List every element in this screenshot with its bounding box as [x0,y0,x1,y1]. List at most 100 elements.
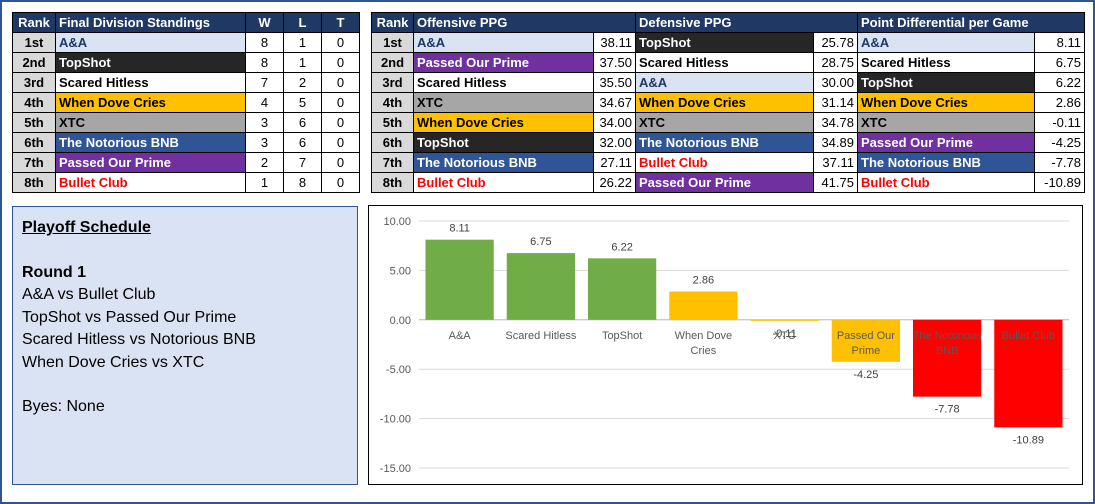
offensive-ppg-cell: 34.00 [593,112,636,133]
team-cell: When Dove Cries [55,92,246,113]
y-tick-label: -5.00 [386,364,411,376]
defensive-team-cell: Scared Hitless [635,52,814,73]
team-cell: Bullet Club [55,172,246,193]
differential-team-cell: Bullet Club [857,172,1035,193]
category-label: When Dove [675,330,732,342]
data-label: -10.89 [1013,434,1044,446]
playoff-schedule-title: Playoff Schedule [22,219,151,236]
rank-cell: 7th [12,152,56,173]
defensive-ppg-cell: 30.00 [813,72,858,93]
wins-cell: 3 [245,112,284,133]
differential-team-cell: Scared Hitless [857,52,1035,73]
team-cell: Scared Hitless [55,72,246,93]
defensive-team-cell: TopShot [635,32,814,53]
standings-header-team: Final Division Standings [55,12,246,33]
matchup: When Dove Cries vs XTC [22,353,205,371]
bar [994,319,1063,428]
offensive-team-cell: The Notorious BNB [413,152,594,173]
standings-row: 6th The Notorious BNB 3 6 0 [12,132,360,153]
defensive-team-cell: Bullet Club [635,152,814,173]
stats-row: 4th XTC 34.67 When Dove Cries 31.14 When Dove… [371,92,1085,113]
team-cell: Passed Our Prime [55,152,246,173]
category-label: Passed Our [837,330,895,342]
y-tick-label: 0.00 [390,315,411,327]
team-cell: A&A [55,32,246,53]
rank-cell: 4th [12,92,56,113]
offensive-ppg-cell: 26.22 [593,172,636,193]
differential-team-cell: TopShot [857,72,1035,93]
y-tick-label: -10.00 [380,414,411,426]
bar [588,258,657,320]
differential-team-cell: A&A [857,32,1035,53]
standings-table: Rank Final Division Standings W L T 1st A… [12,12,360,193]
data-label: -4.25 [853,369,878,381]
category-label: The Notorious [913,330,983,342]
ties-cell: 0 [321,152,360,173]
defensive-ppg-cell: 41.75 [813,172,858,193]
playoff-schedule-panel: Playoff Schedule Round 1 A&A vs Bullet C… [12,206,358,485]
wins-cell: 2 [245,152,284,173]
ties-cell: 0 [321,132,360,153]
round-label: Round 1 [22,263,86,281]
category-label: Scared Hitless [505,330,576,342]
data-label: 8.11 [449,223,470,235]
bar [913,319,982,397]
offensive-team-cell: Bullet Club [413,172,594,193]
matchup: Scared Hitless vs Notorious BNB [22,331,256,348]
defensive-team-cell: A&A [635,72,814,93]
defensive-team-cell: XTC [635,112,814,133]
differential-value-cell: 6.22 [1034,72,1085,93]
team-cell: XTC [55,112,246,133]
standings-header-losses: L [283,12,322,33]
differential-team-cell: When Dove Cries [857,92,1035,113]
stats-row: 6th TopShot 32.00 The Notorious BNB 34.89 Pas… [371,132,1085,153]
category-label: Cries [691,345,717,357]
defensive-team-cell: When Dove Cries [635,92,814,113]
rank-cell: 7th [371,152,414,173]
differential-value-cell: -0.11 [1034,112,1085,133]
standings-row: 2nd TopShot 8 1 0 [12,52,360,73]
data-label: 6.75 [530,236,551,248]
team-cell: TopShot [55,52,246,73]
differential-value-cell: 8.11 [1034,32,1085,53]
bar [669,291,738,320]
standings-row: 7th Passed Our Prime 2 7 0 [12,152,360,173]
offensive-ppg-cell: 35.50 [593,72,636,93]
rank-cell: 3rd [371,72,414,93]
stats-row: 8th Bullet Club 26.22 Passed Our Prime 41.75… [371,172,1085,193]
bar [425,239,494,320]
rank-cell: 2nd [12,52,56,73]
offensive-team-cell: TopShot [413,132,594,153]
offensive-ppg-cell: 27.11 [593,152,636,173]
category-label: Bullet Club [1002,330,1055,342]
rank-cell: 6th [371,132,414,153]
ties-cell: 0 [321,112,360,133]
losses-cell: 6 [283,112,322,133]
offensive-ppg-cell: 37.50 [593,52,636,73]
wins-cell: 7 [245,72,284,93]
standings-row: 1st A&A 8 1 0 [12,32,360,53]
stats-header-defensive: Defensive PPG [635,12,858,33]
y-tick-label: -15.00 [380,463,411,475]
differential-team-cell: XTC [857,112,1035,133]
standings-row: 4th When Dove Cries 4 5 0 [12,92,360,113]
standings-row: 8th Bullet Club 1 8 0 [12,172,360,193]
data-label: -0.11 [772,328,796,340]
ties-cell: 0 [321,92,360,113]
offensive-team-cell: A&A [413,32,594,53]
rank-cell: 2nd [371,52,414,73]
stats-row: 1st A&A 38.11 TopShot 25.78 A&A 8.11 [371,32,1085,53]
rank-cell: 5th [12,112,56,133]
wins-cell: 8 [245,32,284,53]
losses-cell: 8 [283,172,322,193]
rank-cell: 1st [371,32,414,53]
category-label: BNB [936,345,959,357]
wins-cell: 1 [245,172,284,193]
stats-row: 3rd Scared Hitless 35.50 A&A 30.00 TopShot 6.2… [371,72,1085,93]
rank-cell: 4th [371,92,414,113]
differential-value-cell: -7.78 [1034,152,1085,173]
rank-cell: 8th [371,172,414,193]
standings-row: 5th XTC 3 6 0 [12,112,360,133]
point-differential-chart: 10.00 5.00 0.00 -5.00 -10.00 -15.00 8.11 A&A 6.7… [368,205,1083,485]
defensive-ppg-cell: 34.89 [813,132,858,153]
